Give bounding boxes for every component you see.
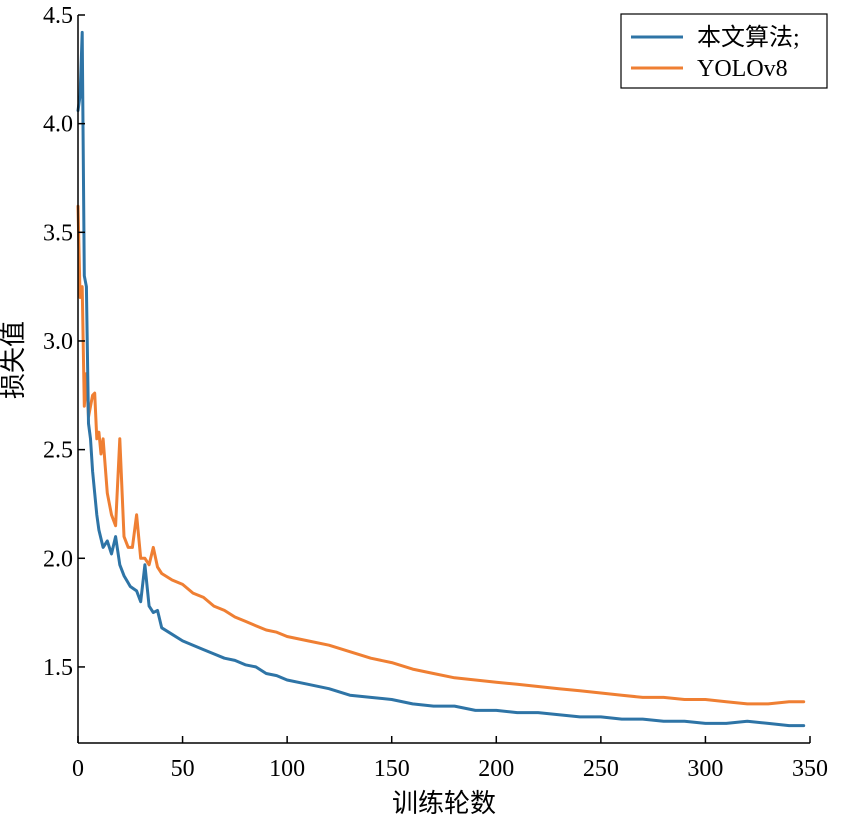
x-tick-label: 200 <box>478 756 514 782</box>
y-ticks: 1.5 2.0 2.5 3.0 3.5 4.0 4.5 <box>43 3 85 681</box>
x-tick-label: 300 <box>687 756 723 782</box>
x-tick-label: 350 <box>792 756 828 782</box>
x-ticks: 0 50 100 150 200 250 300 350 <box>72 736 828 782</box>
legend-label: 本文算法; <box>697 24 800 51</box>
legend-box <box>620 13 828 89</box>
legend: 本文算法; YOLOv8 <box>620 13 828 89</box>
series-lines <box>76 30 806 728</box>
y-tick-label: 3.0 <box>43 329 73 355</box>
x-axis-title: 训练轮数 <box>392 789 496 818</box>
y-tick-label: 4.0 <box>43 112 73 138</box>
x-tick-label: 50 <box>171 756 195 782</box>
legend-label: YOLOv8 <box>697 56 788 82</box>
y-tick-label: 4.5 <box>43 3 73 29</box>
y-tick-label: 3.5 <box>43 220 73 246</box>
series-line-0 <box>76 30 806 728</box>
x-tick-label: 250 <box>583 756 619 782</box>
y-tick-label: 2.0 <box>43 546 73 572</box>
x-tick-label: 0 <box>72 756 84 782</box>
x-tick-label: 100 <box>269 756 305 782</box>
series-line-1 <box>76 204 806 706</box>
x-tick-label: 150 <box>374 756 410 782</box>
y-tick-label: 2.5 <box>43 438 73 464</box>
y-axis-title: 损失值 <box>0 321 28 399</box>
axes <box>77 15 810 744</box>
y-tick-label: 1.5 <box>43 655 73 681</box>
